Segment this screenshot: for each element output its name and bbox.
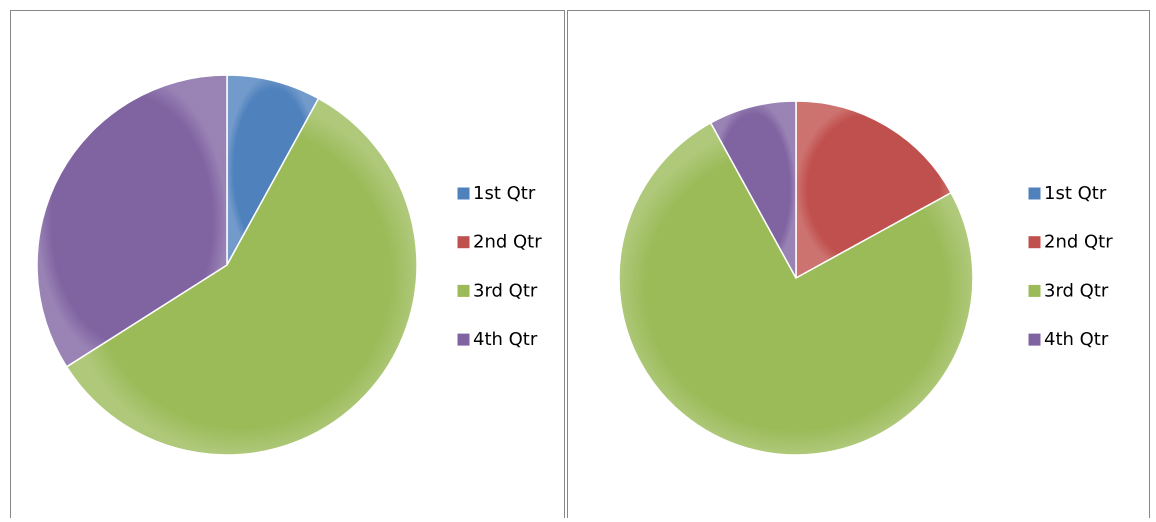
legend-label: 2nd Qtr <box>1044 232 1113 253</box>
legend-label: 3rd Qtr <box>1044 280 1109 301</box>
legend-swatch <box>456 332 471 347</box>
legend-swatch <box>1027 283 1042 298</box>
legend-swatch <box>456 186 471 201</box>
pie-slice <box>795 100 953 280</box>
legend-swatch <box>1027 235 1042 250</box>
legend-label: 3rd Qtr <box>473 280 538 301</box>
legend-swatch <box>456 235 471 250</box>
legend-label: 4th Qtr <box>473 329 538 350</box>
legend-swatch <box>1027 186 1042 201</box>
pie-slice <box>36 74 228 368</box>
legend-label: 4th Qtr <box>1044 329 1109 350</box>
legend-swatch <box>1027 332 1042 347</box>
legend-swatch <box>456 283 471 298</box>
legend-label: 1st Qtr <box>1044 183 1107 204</box>
legend-label: 2nd Qtr <box>473 232 542 253</box>
pie-slice <box>709 100 797 279</box>
pie-slice <box>226 74 320 266</box>
pie-slice <box>65 97 418 456</box>
pie-slice <box>618 121 974 456</box>
legend-label: 1st Qtr <box>473 183 536 204</box>
